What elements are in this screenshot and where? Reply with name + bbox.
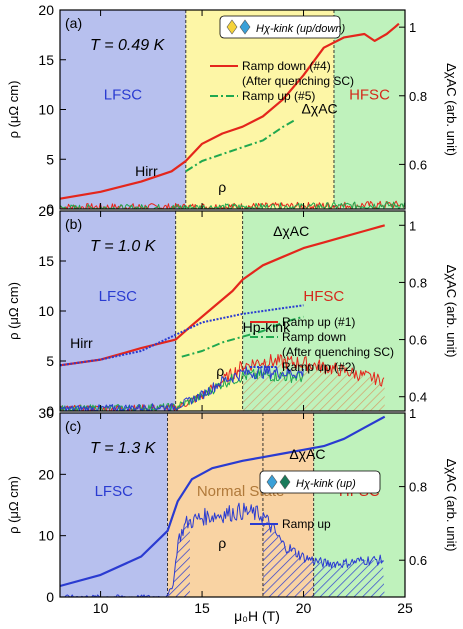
- legend-entry: Ramp up (#1): [282, 315, 355, 329]
- region-0: [60, 10, 186, 209]
- x-tick-label: 10: [93, 600, 109, 616]
- y-right-tick-label: 1: [409, 20, 416, 35]
- chart-panel-1: 0 5 10 15 20 0.6 0.8 1 ρ (μΩ cm) ΔχAC (arb. unit)…: [6, 2, 459, 217]
- y-right-tick-label: 1: [409, 218, 416, 233]
- rho-hatch-area-1: [262, 515, 385, 597]
- legend-entry: Ramp up (#5): [242, 89, 315, 103]
- legend-entry: Ramp up: [282, 517, 331, 531]
- region-label-hfsc: HFSC: [303, 288, 344, 305]
- series-line-ramp-up-2-: [59, 304, 304, 367]
- y-right-tick-label: 0.6: [409, 157, 427, 172]
- y-left-tick-label: 0: [46, 589, 54, 605]
- y-right-axis-label: ΔχAC (arb. unit): [444, 265, 459, 358]
- panel-label: (c): [65, 418, 81, 434]
- region-label-hfsc: HFSC: [349, 87, 390, 104]
- annotation-0: ΔχAC: [289, 446, 325, 462]
- series-line-ramp-down-4-: [59, 22, 400, 200]
- region-0: [60, 413, 168, 597]
- annotation-0: Hirr: [135, 163, 158, 179]
- y-left-tick-label: 10: [38, 528, 54, 544]
- legend-entry: Ramp down: [282, 330, 346, 344]
- y-right-axis-label: ΔχAC (arb. unit): [444, 63, 459, 156]
- y-left-tick-label: 20: [38, 203, 54, 219]
- region-label-lfsc: LFSC: [95, 483, 134, 500]
- region-label-lfsc: LFSC: [104, 87, 143, 104]
- legend-entry: (After quenching SC): [282, 345, 394, 359]
- y-right-tick-label: 0.6: [409, 553, 427, 568]
- y-left-axis-label: ρ (μΩ cm): [6, 282, 21, 340]
- region-0: [60, 211, 176, 411]
- y-left-tick-label: 15: [38, 52, 54, 68]
- series-line-ramp-up: [59, 415, 386, 588]
- y-right-tick-label: 0.8: [409, 89, 427, 104]
- series-line-ramp-up-5-: [185, 118, 296, 173]
- y-left-tick-label: 5: [46, 151, 54, 167]
- y-left-tick-label: 0: [46, 403, 54, 419]
- y-right-tick-label: 0.8: [409, 480, 427, 495]
- chart-panel-3: 10 15 20 25 0 10 20 30 0.6 0.8 1 ρ (μΩ cm) ΔχAC (arb…: [6, 405, 459, 616]
- region-2: [333, 10, 405, 209]
- y-left-axis-label: ρ (μΩ cm): [6, 476, 21, 534]
- y-right-tick-label: 0.8: [409, 275, 427, 290]
- y-right-tick-label: 1: [409, 406, 416, 421]
- y-left-tick-label: 30: [38, 405, 54, 421]
- kink-marker-icon-2: [279, 474, 291, 490]
- x-tick-label: 25: [397, 600, 413, 616]
- y-right-axis-label: ΔχAC (arb. unit): [444, 459, 459, 552]
- marker-legend-text: Hχ-kink (up/down): [256, 23, 345, 35]
- temperature-label: T = 1.0 K: [90, 238, 157, 255]
- annotation-1: ρ: [218, 535, 226, 551]
- region-label-lfsc: LFSC: [99, 288, 138, 305]
- legend-entry: Ramp up (#2): [282, 360, 355, 374]
- marker-legend-box: [219, 15, 341, 39]
- kink-marker-icon-1: [226, 19, 238, 35]
- annotation-1: ΔχAC: [302, 100, 338, 116]
- plot-frame: [59, 412, 406, 598]
- x-tick-label: 15: [194, 600, 210, 616]
- y-left-tick-label: 15: [38, 253, 54, 269]
- legend: Ramp up (#1)Ramp down(After quenching SC…: [250, 315, 394, 374]
- panel-label: (b): [65, 216, 82, 232]
- y-right-tick-label: 0.6: [409, 333, 427, 348]
- y-right-tick-label: 0.4: [409, 390, 427, 405]
- y-left-tick-label: 10: [38, 102, 54, 118]
- shared-x-axis-label: μ₀H (T): [234, 608, 280, 624]
- legend: Hχ-kink (up) Ramp up: [250, 470, 381, 531]
- panel-label: (a): [65, 15, 82, 31]
- kink-marker-icon-1: [266, 474, 278, 490]
- y-left-axis-label: ρ (μΩ cm): [6, 81, 21, 139]
- y-left-tick-label: 20: [38, 2, 54, 18]
- marker-legend-box: [259, 470, 381, 494]
- y-left-tick-label: 20: [38, 466, 54, 482]
- annotation-2: ρ: [218, 179, 226, 195]
- annotation-0: Hirr: [70, 335, 93, 351]
- y-left-tick-label: 5: [46, 353, 54, 369]
- region-1: [185, 10, 334, 209]
- rho-hatch-area-0: [167, 521, 190, 597]
- legend-entry: Ramp down (#4): [242, 59, 331, 73]
- legend: Hχ-kink (up/down) Ramp down (#4)(After qu…: [210, 15, 354, 103]
- annotation-1: ΔχAC: [273, 223, 309, 239]
- y-left-tick-label: 0: [46, 201, 54, 217]
- series-line-ramp-up-1-: [181, 315, 304, 358]
- temperature-label: T = 0.49 K: [90, 37, 166, 54]
- x-tick-label: 20: [296, 600, 312, 616]
- legend-entry: (After quenching SC): [242, 74, 354, 88]
- marker-legend-text: Hχ-kink (up): [296, 478, 356, 490]
- y-left-tick-label: 10: [38, 303, 54, 319]
- temperature-label: T = 1.3 K: [90, 440, 157, 457]
- kink-marker-icon-2: [239, 19, 251, 35]
- annotation-3: ρ: [216, 363, 224, 379]
